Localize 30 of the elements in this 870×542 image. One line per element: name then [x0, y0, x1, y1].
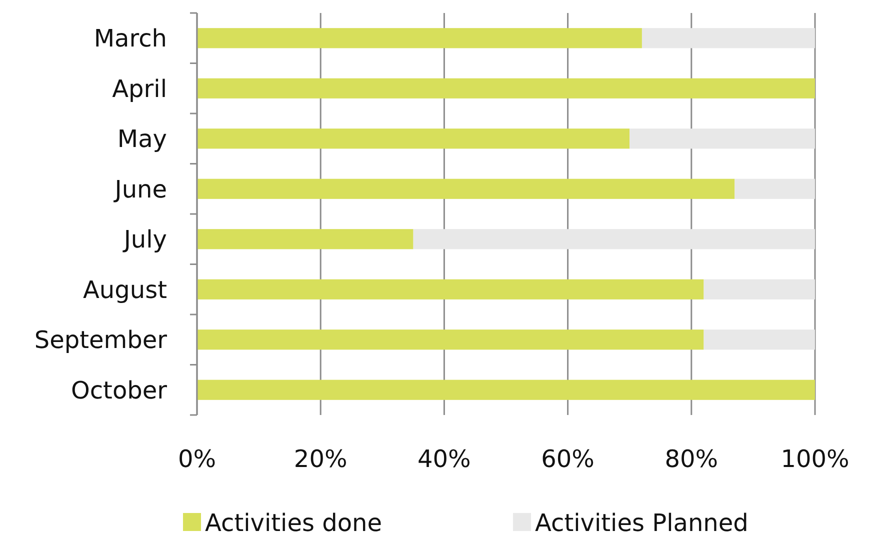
bar	[197, 28, 642, 48]
bar	[734, 178, 815, 199]
legend-label: Activities done	[205, 509, 382, 537]
bar	[704, 279, 815, 300]
x-tick-label: 80%	[664, 445, 718, 473]
bar	[704, 330, 815, 350]
x-tick-label: 0%	[178, 445, 216, 473]
bar	[197, 178, 735, 199]
y-tick-label: September	[34, 326, 168, 354]
legend-label: Activities Planned	[535, 509, 748, 537]
bar	[413, 229, 815, 250]
bar	[197, 380, 815, 400]
x-tick-label: 20%	[294, 445, 348, 473]
y-tick-label: March	[94, 24, 167, 53]
y-tick-label: April	[112, 74, 167, 103]
y-tick-label: May	[117, 125, 167, 154]
bar	[630, 128, 815, 149]
x-tick-label: 100%	[780, 445, 850, 473]
x-tick-label: 40%	[418, 445, 471, 473]
x-tick-label: 60%	[541, 445, 594, 473]
y-tick-label: July	[122, 226, 167, 254]
y-tick-label: June	[112, 175, 167, 204]
bar	[197, 128, 630, 149]
bar	[197, 78, 815, 98]
bar	[642, 28, 815, 48]
y-tick-label: October	[70, 376, 168, 404]
bar	[197, 279, 704, 300]
bar	[197, 330, 704, 350]
bar	[197, 229, 414, 250]
y-tick-label: August	[83, 276, 167, 304]
